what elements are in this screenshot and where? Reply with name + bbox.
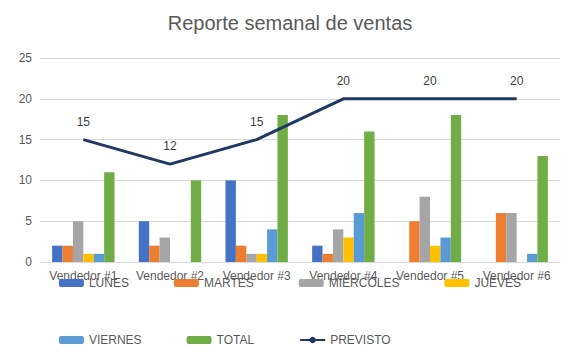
svg-text:TOTAL: TOTAL [217, 333, 255, 347]
svg-text:0: 0 [25, 255, 32, 269]
svg-text:Vendedor #2: Vendedor #2 [136, 269, 204, 283]
svg-text:20: 20 [337, 74, 351, 88]
svg-text:MIÉRCOLES: MIÉRCOLES [329, 275, 400, 290]
svg-text:20: 20 [510, 74, 524, 88]
svg-text:20: 20 [423, 74, 437, 88]
svg-text:15: 15 [19, 133, 33, 147]
svg-text:PREVISTO: PREVISTO [330, 333, 390, 347]
svg-text:10: 10 [19, 173, 33, 187]
svg-text:JUEVES: JUEVES [474, 276, 521, 290]
svg-text:Vendedor #5: Vendedor #5 [396, 269, 464, 283]
svg-text:VIERNES: VIERNES [89, 333, 142, 347]
svg-text:MARTES: MARTES [204, 276, 254, 290]
svg-text:20: 20 [19, 92, 33, 106]
svg-text:Reporte semanal de ventas: Reporte semanal de ventas [168, 12, 413, 34]
svg-text:LUNES: LUNES [89, 276, 129, 290]
svg-text:15: 15 [250, 115, 264, 129]
svg-text:Vendedor #3: Vendedor #3 [222, 269, 291, 283]
svg-text:5: 5 [25, 214, 32, 228]
svg-text:15: 15 [77, 115, 91, 129]
svg-text:25: 25 [19, 51, 33, 65]
svg-text:12: 12 [163, 139, 177, 153]
